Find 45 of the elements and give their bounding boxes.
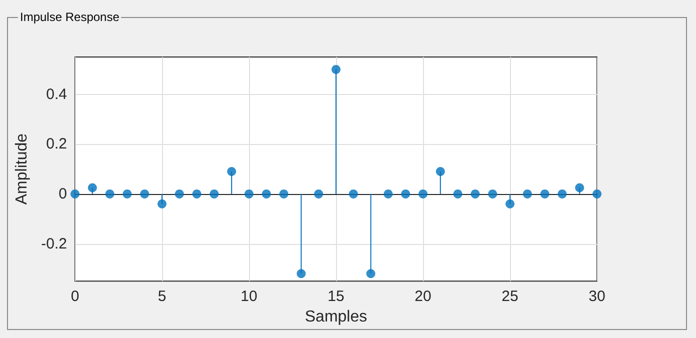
point xyxy=(575,183,584,192)
point xyxy=(384,189,393,198)
point xyxy=(522,189,532,198)
point xyxy=(262,189,271,198)
y-tick-label: -0.2 xyxy=(41,235,67,252)
point xyxy=(592,189,602,198)
point xyxy=(244,189,254,198)
x-axis-title: Samples xyxy=(304,308,368,326)
x-tick-label: 0 xyxy=(70,288,80,306)
point xyxy=(488,189,498,198)
x-tick-label: 10 xyxy=(240,288,258,306)
y-tick-label: 0 xyxy=(58,185,67,202)
point xyxy=(122,189,132,198)
point xyxy=(453,189,462,198)
x-tick-label: 20 xyxy=(414,288,432,306)
point xyxy=(174,189,184,198)
x-tick-label: 15 xyxy=(328,288,344,306)
point xyxy=(558,189,567,198)
chart-title: Impulse Response xyxy=(18,10,122,24)
point xyxy=(332,64,340,74)
point xyxy=(314,189,324,198)
y-tick-label: 0.2 xyxy=(46,136,67,153)
point xyxy=(348,189,358,198)
point xyxy=(70,189,80,198)
point xyxy=(540,189,550,198)
point xyxy=(227,167,236,176)
point xyxy=(401,189,410,198)
point xyxy=(296,269,306,278)
point xyxy=(158,199,166,208)
point xyxy=(506,199,514,208)
point xyxy=(436,167,445,176)
point xyxy=(279,189,288,198)
x-tick-label: 25 xyxy=(502,288,518,306)
point xyxy=(366,269,376,278)
point xyxy=(210,189,219,198)
point xyxy=(88,183,97,192)
y-tick-label: 0.4 xyxy=(46,86,67,103)
point xyxy=(192,189,202,198)
point xyxy=(105,189,114,198)
x-tick-label: 30 xyxy=(588,288,606,306)
point xyxy=(470,189,480,198)
y-axis-title: Amplitude xyxy=(14,133,30,205)
x-tick-label: 5 xyxy=(158,288,166,306)
point xyxy=(140,189,150,198)
point xyxy=(418,189,428,198)
